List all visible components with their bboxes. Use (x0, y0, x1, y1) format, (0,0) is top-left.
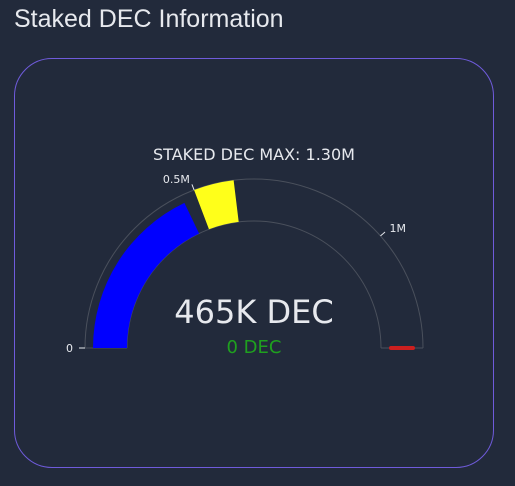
gauge-tick (380, 231, 386, 237)
gauge-value: 465K DEC (174, 293, 333, 331)
page-title: Staked DEC Information (14, 5, 284, 33)
gauge-tick-label: 0.5M (163, 173, 190, 186)
gauge-value-bar (93, 202, 200, 348)
gauge-outer-arc (84, 178, 424, 349)
gauge-step-band (194, 180, 239, 230)
staked-dec-card (14, 58, 494, 468)
gauge-title: STAKED DEC MAX: 1.30M (153, 145, 355, 164)
gauge-inner-arc (126, 220, 382, 349)
gauge-tick-label: 0 (66, 342, 73, 355)
gauge-delta: 0 DEC (227, 337, 282, 358)
gauge-tick (191, 184, 195, 191)
gauge-tick-label: 1M (389, 222, 406, 235)
